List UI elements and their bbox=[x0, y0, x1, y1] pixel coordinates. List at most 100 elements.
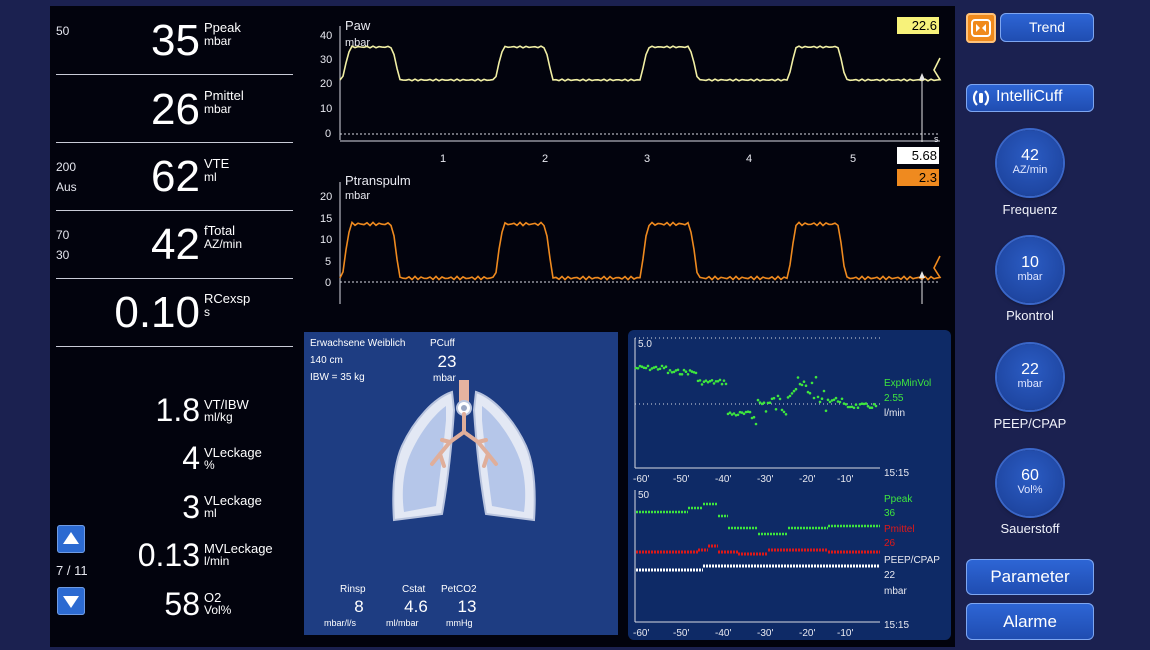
intellicuff-button[interactable]: IntelliCuff bbox=[966, 84, 1094, 112]
vleckage-ml-label: VLeckage bbox=[204, 493, 262, 508]
trend-bottom-xtick: -10' bbox=[837, 628, 853, 639]
page-up-button[interactable] bbox=[57, 525, 85, 553]
trend-point bbox=[816, 395, 820, 399]
rinsp-label: Rinsp bbox=[340, 584, 366, 595]
cursor-time-value: 5.68 bbox=[897, 147, 939, 164]
trend-point bbox=[696, 379, 700, 383]
trend-point bbox=[846, 405, 850, 409]
x-tick: 5 bbox=[850, 153, 856, 165]
trend-top-xtick: -60' bbox=[633, 474, 649, 485]
trend-point bbox=[834, 396, 838, 400]
trend-point bbox=[758, 401, 762, 404]
cstat-value: 4.6 bbox=[404, 597, 428, 616]
trend-point bbox=[710, 379, 714, 382]
trend-point bbox=[870, 406, 874, 409]
trend-top-xtick: -20' bbox=[799, 474, 815, 485]
sauerstoff-control[interactable]: 60 Vol% bbox=[997, 450, 1063, 516]
parameter-button[interactable]: Parameter bbox=[966, 559, 1094, 595]
trend-point bbox=[690, 370, 694, 373]
trend-point bbox=[850, 405, 854, 409]
peep-control[interactable]: 22 mbar bbox=[997, 344, 1063, 410]
trend-point bbox=[664, 365, 668, 368]
lung-icon bbox=[392, 380, 536, 522]
vleckage-ml-value[interactable]: 3 bbox=[182, 489, 200, 525]
frequenz-control[interactable]: 42 AZ/min bbox=[997, 130, 1063, 196]
page-down-button[interactable] bbox=[57, 587, 85, 615]
intellicuff-icon bbox=[972, 90, 990, 106]
trend-button[interactable]: Trend bbox=[1000, 13, 1094, 42]
ftotal-limit-low: 30 bbox=[56, 248, 70, 262]
vt-ibw-value[interactable]: 1.8 bbox=[155, 392, 200, 428]
vte-value[interactable]: 62 bbox=[151, 152, 200, 201]
pmittel-label: Pmittel bbox=[204, 88, 244, 103]
trend-point bbox=[748, 410, 752, 414]
trend-point bbox=[676, 368, 680, 372]
alarme-button[interactable]: Alarme bbox=[966, 603, 1094, 640]
ptrans-ytick: 10 bbox=[320, 234, 332, 246]
o2-value[interactable]: 58 bbox=[164, 586, 200, 622]
pkontrol-control[interactable]: 10 mbar bbox=[997, 237, 1063, 303]
rcexsp-value[interactable]: 0.10 bbox=[114, 288, 200, 337]
petco2-unit: mmHg bbox=[446, 618, 473, 628]
sauerstoff-label: Sauerstoff bbox=[1000, 521, 1060, 536]
trend-point bbox=[670, 371, 674, 374]
peep-trend-label: PEEP/CPAP bbox=[884, 555, 940, 566]
trend-point bbox=[732, 412, 736, 415]
trend-point bbox=[862, 402, 866, 406]
dynamic-lung-panel[interactable]: Erwachsene Weiblich 140 cm IBW = 35 kg P… bbox=[304, 332, 618, 635]
mvleckage-unit: l/min bbox=[204, 554, 230, 568]
trend-point bbox=[776, 394, 780, 398]
trend-point bbox=[654, 365, 658, 369]
trend-point bbox=[708, 379, 712, 383]
trend-point bbox=[866, 404, 870, 408]
frequenz-value: 42 bbox=[1021, 147, 1039, 164]
o2-label: O2 bbox=[204, 590, 222, 605]
mvleckage-value[interactable]: 0.13 bbox=[137, 537, 200, 573]
trend-point bbox=[842, 402, 846, 405]
trend-graphs: 5.0 ExpMinVol 2.55 l/min -60' -50' -40' … bbox=[633, 337, 940, 639]
trend-bottom-xtick: -30' bbox=[757, 628, 773, 639]
paw-ytick: 30 bbox=[320, 54, 332, 66]
trend-point bbox=[736, 413, 740, 417]
peep-label: PEEP/CPAP bbox=[993, 416, 1067, 431]
trend-bottom-time: 15:15 bbox=[884, 620, 909, 631]
ppeak-value[interactable]: 35 bbox=[151, 16, 200, 65]
trend-point bbox=[806, 390, 810, 394]
trend-point bbox=[722, 379, 726, 382]
trend-point bbox=[652, 366, 656, 369]
divider bbox=[56, 210, 293, 211]
trend-top-time: 15:15 bbox=[884, 468, 909, 479]
x-tick: 4 bbox=[746, 153, 752, 165]
ptrans-cursor-arrow-icon bbox=[919, 271, 925, 278]
rinsp-unit: mbar/l/s bbox=[324, 618, 357, 628]
vleckage-ml-unit: ml bbox=[204, 506, 217, 520]
trend-point bbox=[798, 382, 802, 386]
pmittel-value[interactable]: 26 bbox=[151, 85, 200, 134]
paw-title: Paw bbox=[345, 18, 371, 33]
arrow-down-icon bbox=[63, 596, 79, 608]
ftotal-value[interactable]: 42 bbox=[151, 220, 200, 269]
trend-top-xtick: -50' bbox=[673, 474, 689, 485]
trend-point bbox=[794, 387, 798, 391]
vleckage-percent-value[interactable]: 4 bbox=[182, 440, 200, 476]
trend-point bbox=[642, 366, 646, 369]
trend-point bbox=[746, 410, 750, 413]
trend-point bbox=[744, 410, 748, 414]
trend-point bbox=[742, 412, 746, 416]
trend-top-ymax: 5.0 bbox=[638, 339, 652, 350]
peep-unit: mbar bbox=[1017, 378, 1043, 390]
trend-point bbox=[872, 402, 876, 406]
paw-ytick: 10 bbox=[320, 103, 332, 115]
intellicuff-label: IntelliCuff bbox=[996, 88, 1063, 105]
mvleckage-label: MVLeckage bbox=[204, 541, 273, 556]
trend-point bbox=[770, 397, 774, 401]
x-tick: 3 bbox=[644, 153, 650, 165]
freeze-button[interactable] bbox=[966, 13, 996, 43]
trend-point bbox=[782, 410, 786, 414]
trend-panel[interactable]: 5.0 ExpMinVol 2.55 l/min -60' -50' -40' … bbox=[628, 330, 951, 640]
trend-point bbox=[724, 382, 728, 386]
ptrans-ytick: 5 bbox=[325, 256, 331, 268]
trend-point bbox=[740, 411, 744, 414]
pmittel-trend-value: 26 bbox=[884, 538, 896, 549]
trend-bottom-xtick: -50' bbox=[673, 628, 689, 639]
